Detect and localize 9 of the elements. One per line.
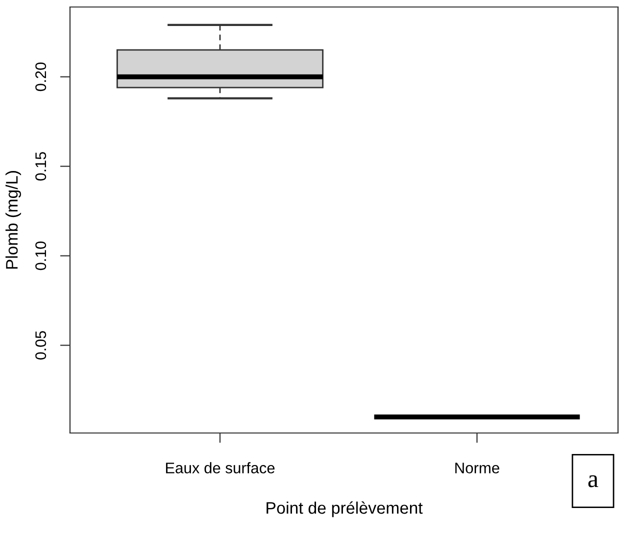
text: a [588,475,598,488]
x-axis-title: Point de prélèvement [266,501,423,518]
x-tick-label: Norme [455,462,500,474]
y-tick-label: 0.15 [35,152,46,181]
y-tick-label: 0.10 [35,242,46,270]
x-tick-label: Eaux de surface [166,462,275,474]
y-axis-title: Plomb (mg/L) [6,171,22,269]
y-tick-label: 0.05 [35,331,46,360]
y-tick-label: 0.20 [35,62,46,92]
